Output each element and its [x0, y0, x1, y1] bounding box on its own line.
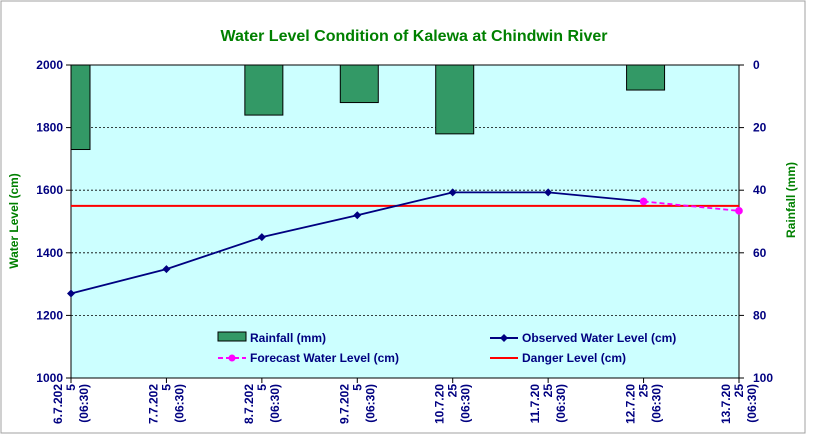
gridlines	[71, 127, 739, 316]
x-tick-label-line: (06:30)	[268, 384, 282, 423]
forecast-point	[639, 197, 648, 206]
y-tick-label: 1800	[36, 121, 63, 135]
y2-tick-label: 0	[753, 58, 760, 72]
x-tick-label-line: 25	[446, 384, 460, 398]
legend-label-danger: Danger Level (cm)	[522, 351, 626, 365]
x-tick-label-line: 12.7.20	[624, 384, 638, 424]
x-tick-label-line: 25	[637, 384, 651, 398]
legend: Rainfall (mm) Observed Water Level (cm) …	[217, 331, 676, 365]
y-tick-label: 1400	[36, 246, 63, 260]
y-tick-label: 1600	[36, 183, 63, 197]
rainfall-bar	[339, 64, 379, 104]
x-tick-label-line: (06:30)	[745, 384, 759, 423]
x-tick-label: 7.7.202 5 (06:30)	[146, 384, 186, 424]
x-tick-label-line: 11.7.20	[528, 384, 542, 424]
observed-point	[162, 265, 171, 274]
x-tick-label-line: 9.7.202	[337, 384, 351, 424]
x-tick-label: 9.7.202 5 (06:30)	[337, 384, 377, 424]
x-tick-label-line: 5	[255, 384, 269, 391]
x-tick-label-line: 5	[64, 384, 78, 391]
axes: 1000 1200 1400 1600 1800 2000 0 20 40 60 80 100 6.7.…	[36, 58, 773, 424]
legend-marker-forecast	[228, 354, 236, 362]
x-tick-label-line: 6.7.202	[51, 384, 65, 424]
y2-tick-label: 100	[753, 371, 773, 385]
y2-tick-label: 80	[753, 308, 767, 322]
x-tick-label-line: (06:30)	[77, 384, 91, 423]
water-level-lines	[67, 188, 743, 298]
rainfall-bar	[435, 64, 475, 135]
rainfall-bar	[244, 64, 284, 116]
observed-point	[448, 188, 457, 197]
x-tick-label-line: 5	[350, 384, 364, 391]
x-tick-label-line: (06:30)	[650, 384, 664, 423]
observed-point	[544, 188, 553, 197]
y-tick-label: 1200	[36, 308, 63, 322]
x-tick-label: 13.7.20 25 (06:30)	[719, 384, 759, 424]
x-tick-label-line: 13.7.20	[719, 384, 733, 424]
x-tick-label-line: 8.7.202	[242, 384, 256, 424]
y2-tick-label: 20	[753, 121, 767, 135]
x-tick-label: 12.7.20 25 (06:30)	[624, 384, 664, 424]
legend-label-rainfall: Rainfall (mm)	[250, 331, 326, 345]
x-tick-label-line: (06:30)	[459, 384, 473, 423]
y-axis-title: Water Level (cm)	[7, 173, 21, 269]
x-tick-label-line: (06:30)	[554, 384, 568, 423]
y2-tick-label: 60	[753, 246, 767, 260]
x-tick-label-line: (06:30)	[363, 384, 377, 423]
forecast-point	[735, 207, 743, 215]
chart-title: Water Level Condition of Kalewa at Chind…	[220, 28, 607, 45]
legend-swatch-rainfall	[217, 331, 247, 342]
rainfall-bars	[70, 64, 666, 151]
legend-label-forecast: Forecast Water Level (cm)	[250, 351, 399, 365]
x-tick-label: 8.7.202 5 (06:30)	[242, 384, 282, 424]
x-tick-label: 11.7.20 25 (06:30)	[528, 384, 568, 424]
legend-label-observed: Observed Water Level (cm)	[522, 331, 676, 345]
x-tick-label-line: 10.7.20	[433, 384, 447, 424]
x-tick-label: 6.7.202 5 (06:30)	[51, 384, 91, 424]
x-tick-label-line: 25	[732, 384, 746, 398]
rainfall-bar	[70, 64, 91, 151]
x-tick-label-line: 25	[541, 384, 555, 398]
x-tick-label-line: (06:30)	[172, 384, 186, 423]
x-tick-label-line: 5	[159, 384, 173, 391]
observed-point	[257, 233, 266, 242]
y2-tick-label: 40	[753, 183, 767, 197]
observed-point	[353, 211, 362, 220]
y-tick-label: 1000	[36, 371, 63, 385]
x-tick-label-line: 7.7.202	[146, 384, 160, 424]
x-tick-label: 10.7.20 25 (06:30)	[433, 384, 473, 424]
observed-point	[67, 289, 75, 298]
plot-area	[70, 64, 740, 379]
y2-axis-title: Rainfall (mm)	[784, 162, 798, 238]
legend-marker-observed	[500, 334, 508, 342]
rainfall-bar	[626, 64, 666, 91]
y-tick-label: 2000	[36, 58, 63, 72]
